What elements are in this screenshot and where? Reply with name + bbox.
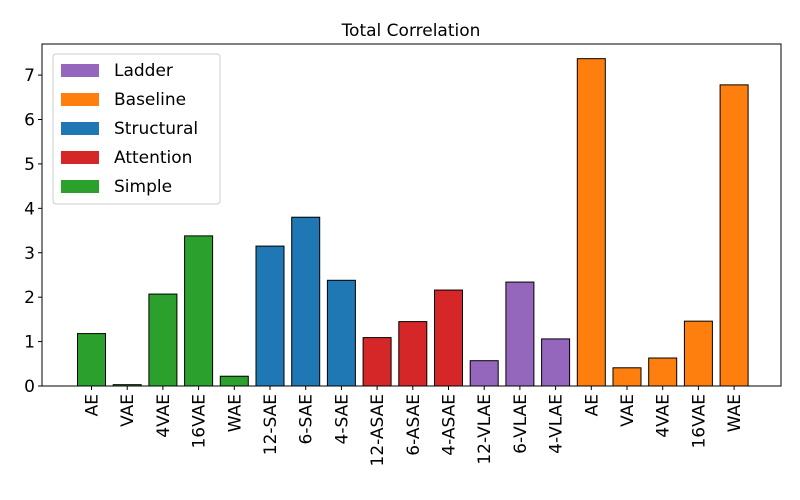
bar	[219, 375, 249, 387]
x-tick-label: 4-VLAE	[547, 394, 567, 454]
x-axis: AE VAE 4VAE 16VAE WAE 12-SAE 6-SAE 4-SAE 12-ASAE…	[83, 386, 745, 467]
bar	[398, 321, 428, 387]
x-tick-label: 12-VLAE	[475, 394, 495, 465]
bar	[148, 293, 178, 387]
legend-swatch	[61, 151, 99, 164]
x-tick-label: 16VAE	[689, 394, 709, 449]
y-tick-label: 6	[24, 111, 35, 131]
y-tick-label: 0	[24, 377, 35, 397]
x-tick-label: 12-SAE	[261, 394, 281, 455]
bars-layer	[77, 58, 749, 387]
plot-frame	[41, 43, 782, 387]
x-tick-label: 16VAE	[190, 394, 210, 449]
bar	[612, 367, 642, 387]
legend-label: Structural	[114, 119, 198, 139]
bar	[326, 279, 356, 387]
legend-swatch	[61, 93, 99, 106]
bar	[505, 281, 535, 387]
bar	[434, 289, 463, 387]
chart-title: Total Correlation	[341, 21, 481, 41]
legend-label: Simple	[114, 177, 172, 197]
bar	[469, 360, 499, 387]
bar	[291, 216, 321, 387]
bar	[541, 338, 571, 387]
x-tick-label: 4VAE	[154, 394, 174, 438]
legend-box	[52, 53, 221, 205]
y-axis: 0 1 2 3 4 5 6 7	[24, 66, 42, 397]
bar	[576, 58, 606, 387]
x-tick-label: 6-ASAE	[404, 394, 424, 456]
bar	[683, 320, 713, 387]
x-tick-label: 6-VLAE	[511, 394, 531, 454]
x-tick-label: 6-SAE	[297, 394, 317, 444]
bar	[719, 84, 749, 387]
bar	[184, 235, 214, 387]
legend-swatch	[61, 180, 99, 193]
bar	[77, 333, 106, 387]
legend-label: Baseline	[114, 90, 186, 110]
x-tick-label: VAE	[118, 394, 138, 427]
y-tick-label: 7	[24, 66, 35, 86]
legend-swatch	[61, 64, 99, 77]
x-tick-label: WAE	[725, 394, 745, 432]
legend: Ladder Baseline Structural Attention Simple	[52, 53, 221, 205]
legend-label: Attention	[114, 148, 192, 168]
y-tick-label: 3	[24, 244, 35, 264]
y-tick-label: 2	[24, 288, 35, 308]
x-tick-label: WAE	[225, 394, 245, 432]
y-tick-label: 1	[24, 333, 35, 353]
bar	[362, 337, 392, 387]
y-tick-label: 5	[24, 155, 35, 175]
legend-swatch	[61, 122, 99, 135]
bar	[255, 245, 285, 387]
bar	[648, 357, 678, 387]
x-tick-label: 4-SAE	[332, 394, 352, 444]
x-tick-label: AE	[83, 394, 103, 416]
y-tick-label: 4	[24, 199, 35, 219]
x-tick-label: AE	[582, 394, 602, 416]
x-tick-label: VAE	[618, 394, 638, 427]
x-tick-label: 4-ASAE	[440, 394, 460, 456]
legend-label: Ladder	[114, 61, 173, 81]
x-tick-label: 12-ASAE	[368, 394, 388, 467]
x-tick-label: 4VAE	[654, 394, 674, 438]
